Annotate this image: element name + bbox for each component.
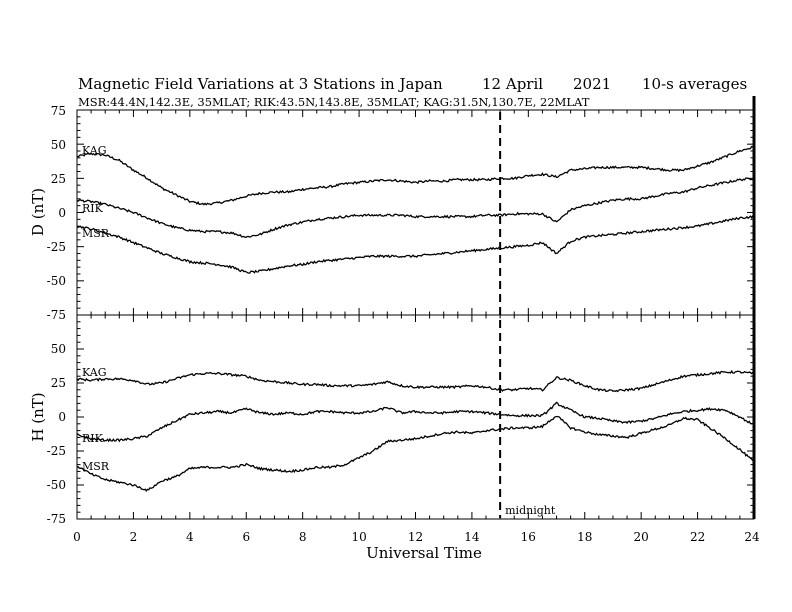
chart-subtitle: MSR:44.4N,142.3E, 35MLAT; RIK:43.5N,143.… <box>78 95 590 109</box>
panel-h: H (nT) 50 25 0 -25 -50 -75 KAG RIK MSR <box>29 342 755 526</box>
series-line-d-rik <box>76 177 755 238</box>
midnight-label: midnight <box>505 504 556 517</box>
y-tick-h-50: 50 <box>51 342 66 356</box>
series-label-d-rik: RIK <box>82 202 104 215</box>
x-axis: 0 2 4 6 8 10 12 14 16 18 20 22 24 <box>73 530 760 544</box>
series-line-d-msr <box>76 215 755 274</box>
y-tick-h-minus25: -25 <box>47 444 66 458</box>
y-tick-d-0: 0 <box>58 206 66 220</box>
y-tick-h-0: 0 <box>58 410 66 424</box>
tick-marks <box>76 109 755 520</box>
x-tick-24: 24 <box>744 530 760 544</box>
x-tick-0: 0 <box>73 530 81 544</box>
y-tick-d-minus50: -50 <box>47 274 66 288</box>
y-tick-h-25: 25 <box>51 376 66 390</box>
x-tick-12: 12 <box>408 530 423 544</box>
chart-date: 12 April <box>482 75 543 93</box>
x-tick-22: 22 <box>690 530 705 544</box>
x-tick-4: 4 <box>186 530 194 544</box>
chart-year: 2021 <box>573 75 611 93</box>
y-tick-d-minus25: -25 <box>47 240 66 254</box>
series-label-d-msr: MSR <box>82 227 110 240</box>
y-tick-d-25: 25 <box>51 172 66 186</box>
y-tick-d-75: 75 <box>51 104 66 118</box>
x-tick-16: 16 <box>521 530 536 544</box>
x-tick-18: 18 <box>577 530 592 544</box>
x-tick-2: 2 <box>130 530 138 544</box>
series-label-h-kag: KAG <box>82 366 107 379</box>
chart-averaging: 10-s averages <box>642 75 747 93</box>
x-tick-20: 20 <box>634 530 649 544</box>
series-line-h-msr <box>76 415 755 493</box>
chart-title: Magnetic Field Variations at 3 Stations … <box>78 75 443 93</box>
y-axis-label-h: H (nT) <box>29 392 47 441</box>
series-line-d-kag <box>76 145 755 206</box>
series-line-h-rik <box>77 401 755 443</box>
y-tick-h-minus50: -50 <box>47 478 66 492</box>
y-axis-label-d: D (nT) <box>29 188 47 236</box>
y-tick-h-minus75: -75 <box>47 512 66 526</box>
x-tick-6: 6 <box>242 530 250 544</box>
x-tick-10: 10 <box>351 530 366 544</box>
series-label-h-msr: MSR <box>82 460 110 473</box>
y-tick-d-minus75: -75 <box>47 308 66 322</box>
y-tick-d-50: 50 <box>51 138 66 152</box>
series-label-d-kag: KAG <box>82 144 107 157</box>
x-tick-8: 8 <box>299 530 307 544</box>
x-axis-label: Universal Time <box>366 544 482 562</box>
panel-d: D (nT) 75 50 25 0 -25 -50 -75 KAG RIK MS… <box>29 104 755 322</box>
series-label-h-rik: RIK <box>82 432 104 445</box>
x-tick-14: 14 <box>464 530 480 544</box>
series-line-h-kag <box>76 369 755 393</box>
